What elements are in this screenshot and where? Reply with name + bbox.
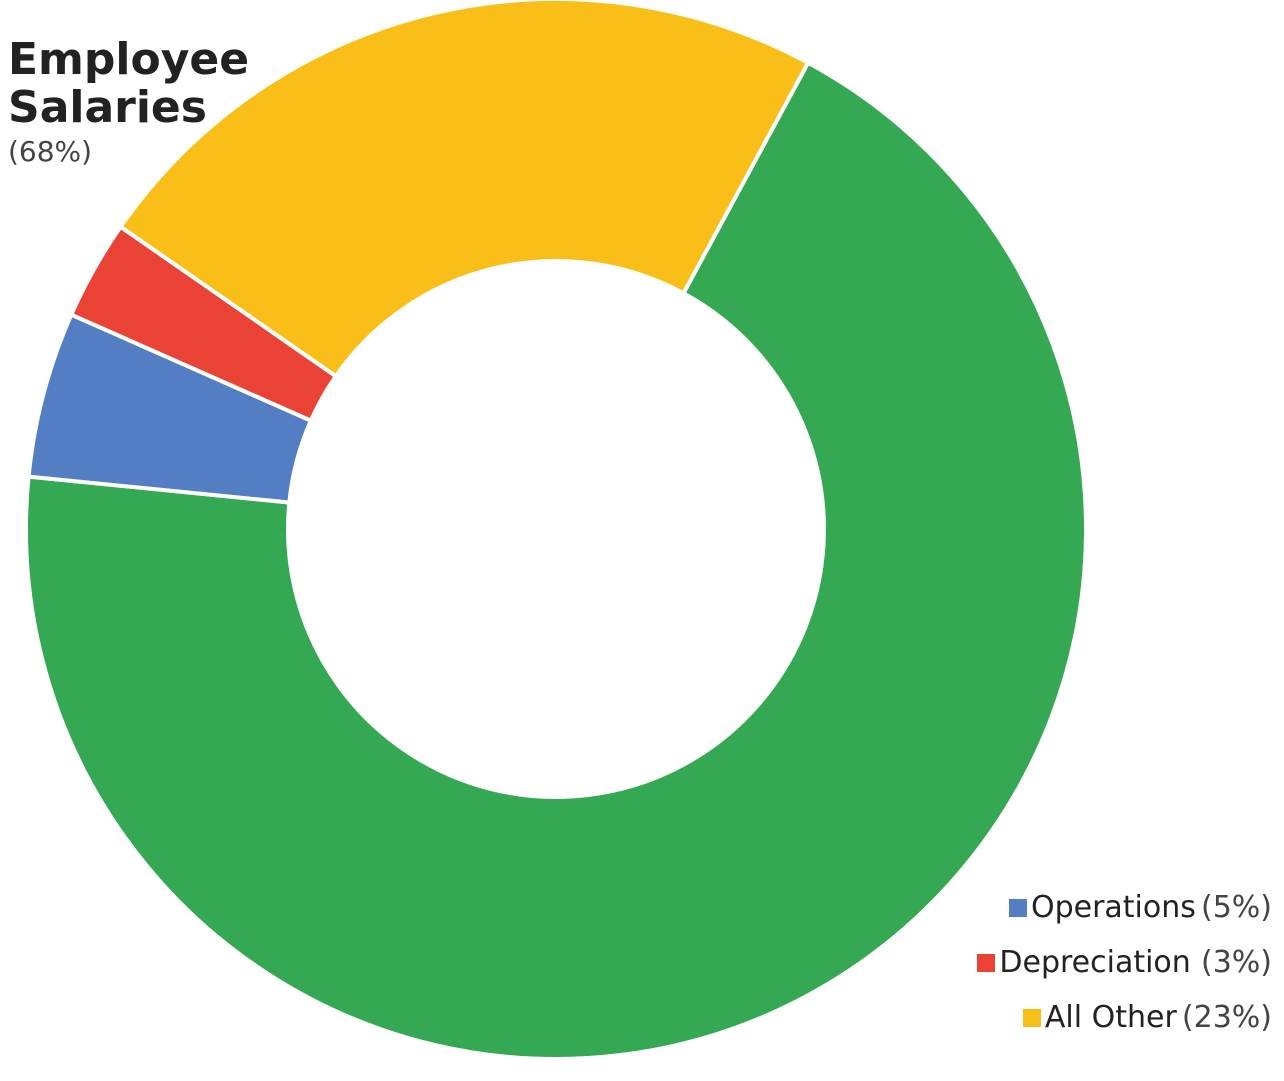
legend-item-operations: Operations (5%) [952, 880, 1272, 935]
salaries-label-name: Employee Salaries [8, 34, 250, 133]
legend-item-all-other: All Other (23%) [952, 990, 1272, 1045]
salaries-label: Employee Salaries (68%) [8, 34, 250, 172]
legend-gap-depreciation [1191, 953, 1201, 972]
legend-pct-depreciation: (3%) [1200, 945, 1272, 980]
legend-swatch-operations [1008, 898, 1027, 917]
legend-item-depreciation: Depreciation (3%) [952, 935, 1272, 990]
legend: Operations (5%) Depreciation (3%) All Ot… [952, 880, 1272, 1045]
legend-name-all-other: All Other [1044, 1000, 1177, 1035]
legend-name-depreciation: Depreciation [999, 945, 1191, 980]
legend-pct-all-other: (23%) [1181, 1000, 1272, 1035]
salaries-label-line1: Employee [8, 34, 250, 85]
legend-swatch-all-other [1022, 1008, 1041, 1027]
salaries-label-pct: (68%) [8, 135, 93, 168]
slice-employee-salaries [24, 60, 1088, 1061]
legend-name-operations: Operations [1030, 890, 1196, 925]
legend-pct-operations: (5%) [1200, 890, 1272, 925]
slice-all-other [118, 0, 811, 379]
legend-swatch-depreciation [977, 953, 996, 972]
salaries-label-line2: Salaries [8, 82, 207, 133]
